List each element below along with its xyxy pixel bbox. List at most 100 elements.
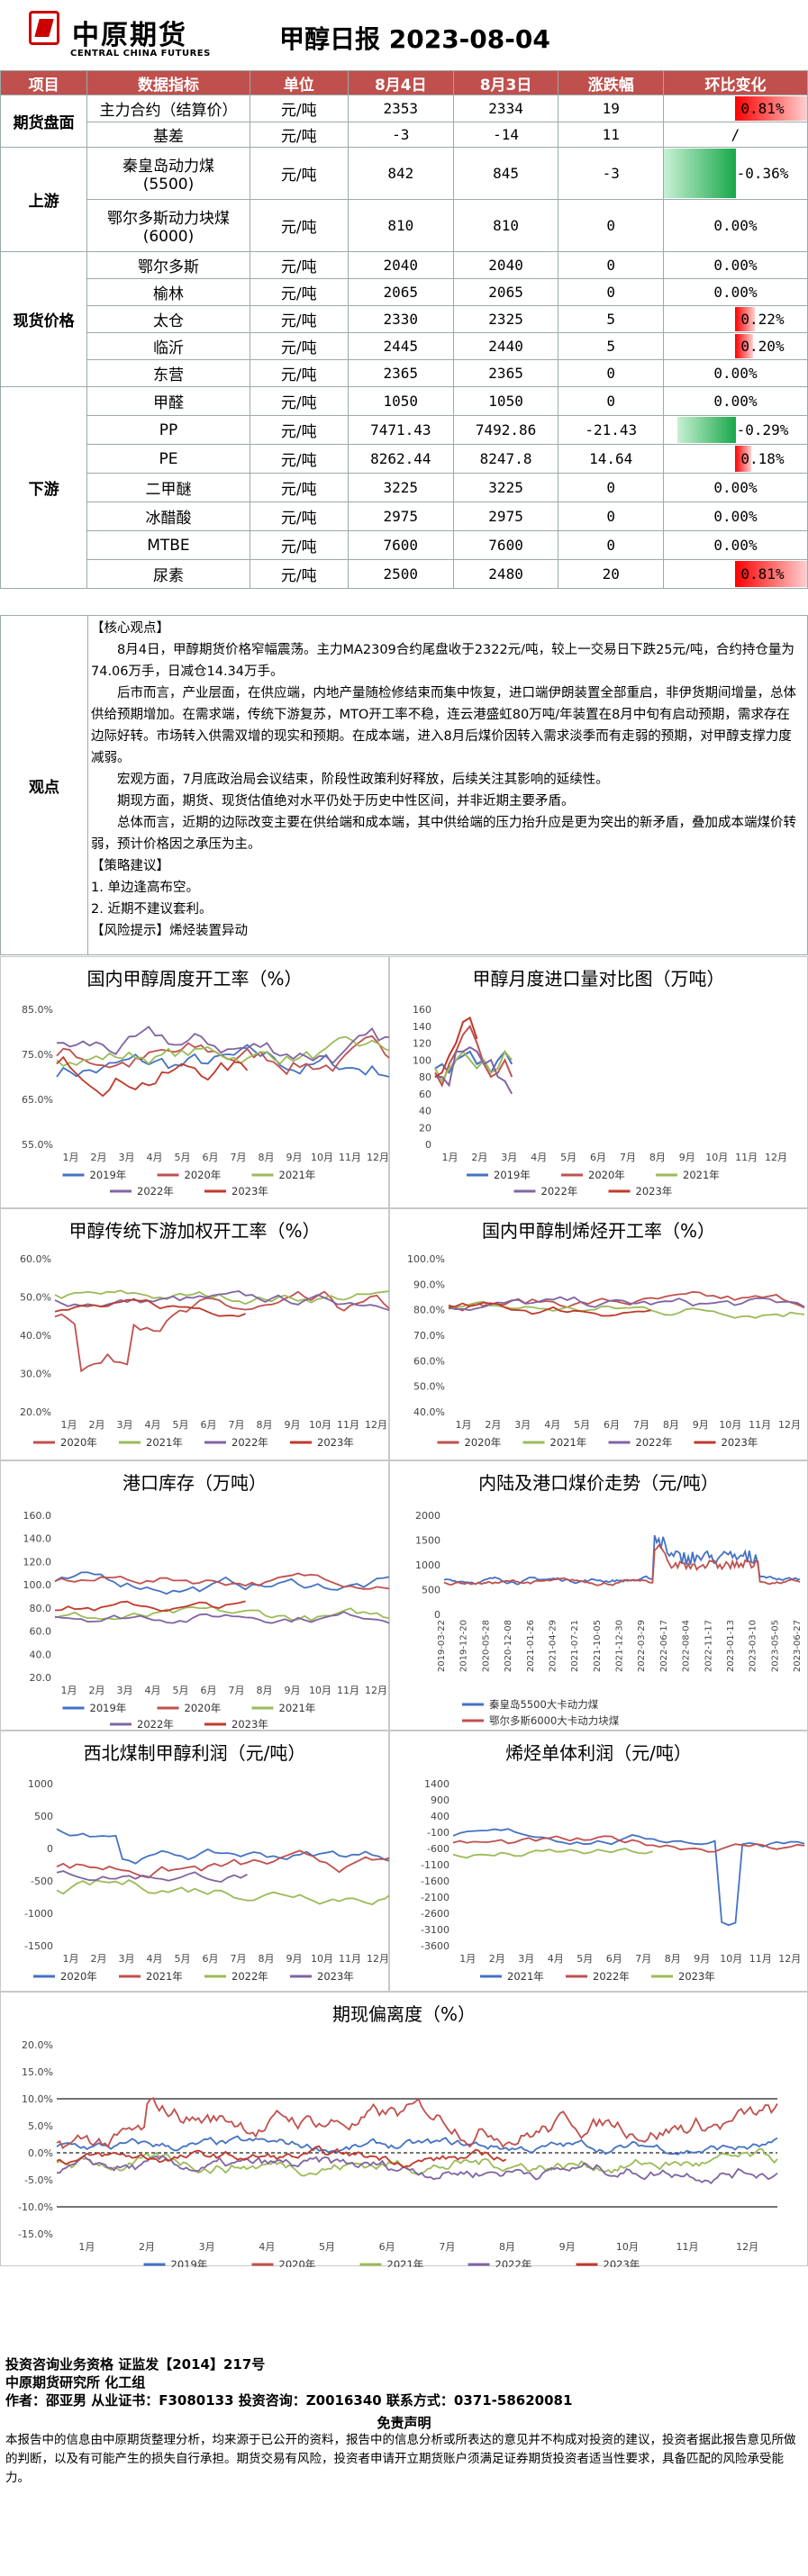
y-tick-label: 120.0 — [23, 1556, 52, 1568]
y-tick-label: -100 — [427, 1827, 449, 1839]
view-category: 观点 — [1, 616, 88, 954]
series-line — [56, 1879, 390, 1906]
x-tick-label: 12月 — [778, 1953, 801, 1965]
diff-cell: 0 — [558, 251, 664, 279]
x-tick-label: 11月 — [749, 1419, 771, 1431]
x-tick-label: 8月 — [259, 1953, 275, 1965]
unit-cell: 元/吨 — [249, 444, 349, 474]
change-value: 0.00% — [713, 283, 758, 301]
y-tick-label: 500 — [34, 1811, 53, 1822]
x-tick-label: 3月 — [514, 1419, 531, 1431]
x-tick-label: 9月 — [559, 2241, 576, 2253]
disclaimer-text: 本报告中的信息由中原期货整理分析，均来源于已公开的资料，报告中的信息分析或所表达… — [5, 2433, 796, 2485]
indicator-cell: 临沂 — [86, 332, 250, 360]
series-line — [434, 1049, 513, 1083]
x-tick-label: 4月 — [147, 1953, 163, 1965]
value-today-cell: 8262.44 — [347, 444, 454, 474]
x-tick-label: 7月 — [633, 1419, 649, 1431]
legend-label: 2023年 — [604, 2258, 640, 2267]
view-paragraph: 【风险提示】烯烃装置异动 — [91, 924, 248, 938]
y-tick-label: 1500 — [415, 1535, 440, 1547]
x-tick-label: 1月 — [441, 1152, 458, 1163]
legend-label: 2022年 — [137, 1185, 174, 1198]
series-line — [443, 1543, 801, 1586]
chart-panel: 内陆及港口煤价走势（元/吨） 2000 1500 1000 500 0 2019-03-22… — [389, 1460, 808, 1731]
x-tick-label: 2021-12-30 — [615, 1620, 625, 1672]
legend-label: 2021年 — [683, 1169, 720, 1181]
value-today-cell: 810 — [347, 199, 454, 252]
series-line — [54, 1290, 390, 1312]
x-tick-label: 9月 — [285, 1419, 301, 1431]
x-tick-label: 2023-03-10 — [749, 1620, 758, 1672]
chart-svg: 160 140 120 100 80 60 40 20 0 1月 2月 3月 4月 5月 6月 7月 8月 9月 1… — [413, 1004, 787, 1198]
y-tick-label: 40 — [419, 1106, 431, 1117]
x-tick-label: 2023-06-27 — [793, 1620, 803, 1672]
series-line — [452, 1828, 805, 1927]
indicator-cell: 东营 — [86, 359, 250, 387]
x-tick-label: 3月 — [117, 1419, 133, 1431]
x-tick-label: 7月 — [620, 1152, 636, 1163]
table-row: PP 元/吨 7471.43 7492.86 -21.43 -0.29% — [1, 415, 808, 445]
change-cell: 0.00% — [662, 386, 808, 416]
legend-label: 2022年 — [636, 1436, 673, 1449]
change-cell: 0.22% — [662, 305, 808, 333]
series-line — [56, 1849, 390, 1879]
change-cell: 0.00% — [662, 251, 808, 279]
report-header: 中原期货 CENTRAL CHINA FUTURES 甲醇日报 2023-08-… — [0, 0, 808, 72]
x-tick-label: 2022-03-29 — [637, 1620, 647, 1672]
series-line — [54, 1298, 246, 1317]
change-cell: 0.20% — [662, 332, 808, 360]
diff-cell: 0 — [558, 473, 664, 502]
x-tick-label: 12月 — [367, 1152, 389, 1163]
value-today-cell: 2445 — [347, 332, 454, 360]
x-tick-label: 10月 — [311, 1152, 333, 1163]
x-tick-label: 12月 — [365, 1419, 387, 1431]
y-tick-label: -2100 — [421, 1892, 449, 1903]
diff-cell: 5 — [558, 305, 664, 333]
chart-panel: 期现偏离度（%） 20.0% 15.0% 10.0% 5.0% 0.0% -5.0% -10.… — [0, 1992, 808, 2267]
chart-svg: 100.0% 90.0% 80.0% 70.0% 60.0% 50.0% 40.0% 1月 2月… — [407, 1253, 805, 1449]
x-tick-label: 11月 — [339, 1152, 361, 1163]
x-tick-label: 11月 — [676, 2241, 699, 2253]
legend-label: 2021年 — [279, 1702, 316, 1714]
unit-cell: 元/吨 — [249, 359, 349, 387]
view-paragraph: 总体而言，近期的边际改变主要在供给端和成本端，其中供给端的压力抬升应是更为突出的… — [91, 816, 796, 852]
value-prev-cell: 2480 — [452, 559, 559, 589]
value-prev-cell: 2040 — [452, 251, 559, 279]
category-cell: 期货盘面 — [0, 95, 88, 148]
x-tick-label: 7月 — [635, 1953, 651, 1965]
y-tick-label: -3100 — [421, 1924, 449, 1936]
x-tick-label: 2021-01-26 — [526, 1620, 536, 1672]
value-today-cell: -3 — [347, 122, 454, 148]
y-tick-label: 90.0% — [413, 1279, 445, 1290]
y-tick-label: 60 — [419, 1089, 431, 1100]
x-tick-label: 2月 — [91, 1953, 107, 1965]
chart-panel: 西北煤制甲醇利润（元/吨） 1000 500 0 -500 -1000 -1500 1月 2月 3… — [0, 1731, 390, 1992]
x-tick-label: 7月 — [231, 1953, 247, 1965]
chart-panel: 国内甲醇周度开工率（%） 85.0% 75.0% 65.0% 55.0% 1月 2月 3月 4月… — [0, 956, 390, 1208]
footer-license: 投资咨询业务资格 证监发【2014】217号 — [5, 2356, 266, 2373]
y-tick-label: 20.0% — [20, 1406, 51, 1418]
series-line — [448, 1301, 651, 1317]
legend-label: 2023年 — [317, 1436, 354, 1449]
y-tick-label: 15.0% — [22, 2066, 53, 2078]
table-header-row: 项目 数据指标 单位 8月4日 8月3日 涨跌幅 环比变化 — [0, 70, 808, 95]
value-prev-cell: 1050 — [452, 386, 559, 416]
change-bar — [677, 417, 736, 443]
legend-label: 2019年 — [90, 1702, 127, 1714]
legend-label: 2019年 — [171, 2258, 208, 2267]
y-tick-label: 160 — [413, 1004, 431, 1016]
category-cell: 现货价格 — [0, 251, 88, 387]
x-tick-label: 4月 — [145, 1419, 161, 1431]
x-tick-label: 7月 — [229, 1685, 245, 1696]
series-line — [54, 1289, 390, 1306]
value-today-cell: 842 — [347, 147, 454, 200]
series-line — [452, 1848, 654, 1859]
x-tick-label: 10月 — [311, 1953, 333, 1965]
logo-icon — [29, 7, 65, 61]
value-today-cell: 2330 — [347, 305, 454, 333]
x-tick-label: 3月 — [119, 1152, 135, 1163]
change-value: 0.20% — [740, 337, 785, 355]
x-tick-label: 5月 — [574, 1419, 590, 1431]
series-line — [434, 1016, 478, 1078]
